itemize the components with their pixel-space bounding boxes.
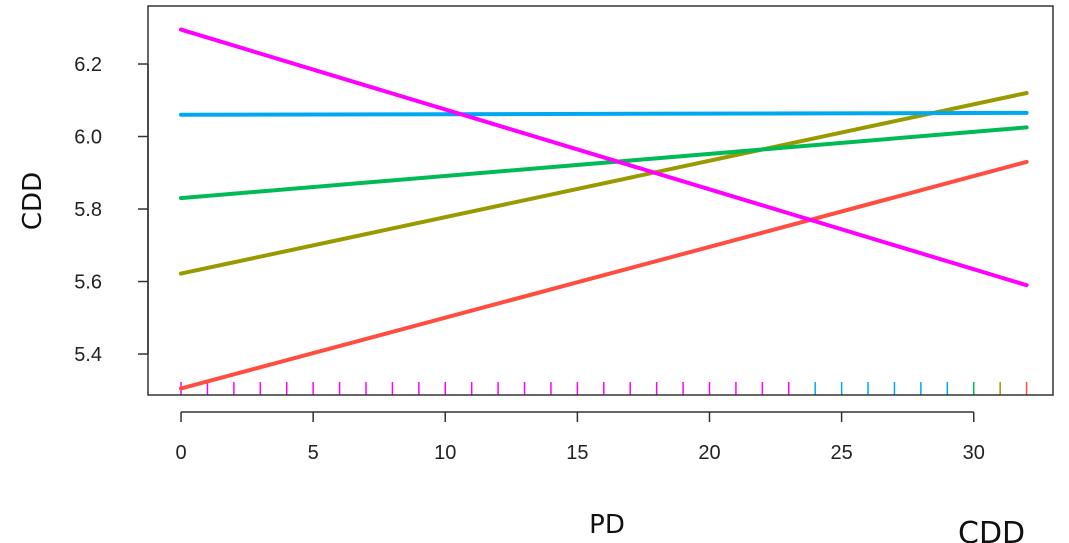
x-tick-label: 20	[698, 442, 720, 464]
y-tick-label: 5.8	[74, 199, 102, 221]
plot-frame	[147, 5, 1054, 396]
y-tick-label: 5.4	[74, 344, 102, 366]
x-tick-label: 10	[434, 442, 456, 464]
y-axis: 5.4 5.6 5.8 6.0 6.2	[74, 54, 149, 366]
series-line-3	[179, 125, 1029, 201]
y-tick-label: 6.0	[74, 127, 102, 149]
x-tick-label: 5	[308, 442, 319, 464]
rug-layer	[180, 382, 1028, 395]
y-tick-label: 5.6	[74, 272, 102, 294]
y-tick-label: 6.2	[74, 54, 102, 76]
x-tick-label: 15	[566, 442, 588, 464]
x-axis: 0 5 10 15 20 25 30	[175, 411, 985, 464]
series-line-4	[179, 110, 1029, 117]
x-tick-label: 30	[963, 442, 985, 464]
series-line-1	[179, 159, 1029, 391]
series-line-2	[179, 91, 1029, 276]
corner-label: CDD	[958, 516, 1025, 543]
series-layer	[179, 27, 1029, 391]
x-tick-label: 0	[175, 442, 186, 464]
x-tick-label: 25	[830, 442, 852, 464]
x-axis-title: PD	[589, 510, 625, 540]
series-line-5	[179, 27, 1029, 288]
y-axis-title: CDD	[18, 172, 48, 230]
